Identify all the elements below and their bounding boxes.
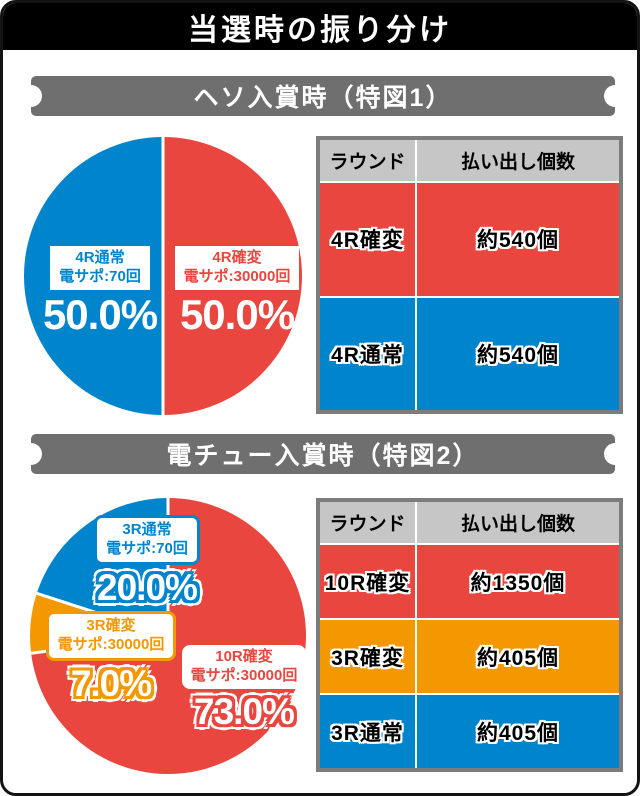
table-cell-payout: 約405個 [417,695,619,768]
heso-slice-label-4r-normal: 4R通常 電サポ:70回 50.0% [27,246,173,339]
denchu-slice-label-10r-kakuhen: 10R確変 電サポ:30000回 73.0% [173,645,315,733]
heso-slice-label-4r-kakuhen: 4R確変 電サポ:30000回 50.0% [169,246,305,339]
table-cell-round: 10R確変 [320,545,415,618]
slice-label: 4R通常 [75,249,125,266]
column-header-round: ラウンド [320,140,415,181]
slice-label: 10R確変 [215,648,273,665]
slice-label-box: 10R確変 電サポ:30000回 [181,645,307,689]
slice-sublabel: 電サポ:30000回 [190,666,298,684]
slice-label-box: 3R確変 電サポ:30000回 [45,611,177,661]
table-cell-payout: 約540個 [417,183,619,296]
slice-percent: 73.0% [194,690,295,732]
table-cell-round: 3R通常 [320,695,415,768]
slice-percent: 50.0% [179,290,295,338]
slice-label-box: 4R通常 電サポ:70回 [50,246,150,290]
title-band: 当選時の振り分け [3,3,637,50]
column-header-payout: 払い出し個数 [417,502,619,543]
page-title: 当選時の振り分け [188,13,452,47]
slice-sublabel: 電サポ:70回 [59,267,141,285]
slice-label-box: 4R確変 電サポ:30000回 [174,246,300,290]
denchu-payout-table: ラウンド 払い出し個数 10R確変 約1350個 3R確変 約405個 3R通常… [316,498,623,772]
heso-pie-chart: 4R通常 電サポ:70回 50.0% 4R確変 電サポ:30000回 50.0% [21,134,305,418]
table-cell-round: 4R確変 [320,183,415,296]
table-cell-payout: 約1350個 [417,545,619,618]
slice-label-box: 3R通常 電サポ:70回 [94,515,200,565]
slice-label: 3R確変 [86,617,136,634]
slice-label: 4R確変 [212,249,262,266]
slice-sublabel: 電サポ:70回 [106,539,188,557]
column-header-payout: 払い出し個数 [417,140,619,181]
slice-percent: 50.0% [42,290,158,338]
slice-sublabel: 電サポ:30000回 [183,267,291,285]
section-header-heso: ヘソ入賞時（特図1） [31,76,615,116]
heso-payout-table: ラウンド 払い出し個数 4R確変 約540個 4R通常 約540個 [316,136,623,414]
slice-label: 3R通常 [122,521,172,538]
section-header-denchu-label: 電チュー入賞時（特図2） [166,442,480,470]
denchu-slice-label-3r-kakuhen: 3R確変 電サポ:30000回 7.0% [37,611,185,705]
section-header-heso-label: ヘソ入賞時（特図1） [193,84,453,112]
slice-sublabel: 電サポ:30000回 [57,635,165,653]
table-cell-payout: 約540個 [417,297,619,410]
slice-percent: 7.0% [70,662,152,704]
table-cell-round: 4R通常 [320,297,415,410]
slice-percent: 20.0% [97,566,198,608]
column-header-round: ラウンド [320,502,415,543]
denchu-pie-chart: 3R通常 電サポ:70回 20.0% 3R確変 電サポ:30000回 7.0% … [27,495,309,777]
denchu-slice-label-3r-normal: 3R通常 電サポ:70回 20.0% [71,515,223,609]
table-cell-payout: 約405個 [417,620,619,693]
section-header-denchu: 電チュー入賞時（特図2） [31,434,615,474]
table-cell-round: 3R確変 [320,620,415,693]
